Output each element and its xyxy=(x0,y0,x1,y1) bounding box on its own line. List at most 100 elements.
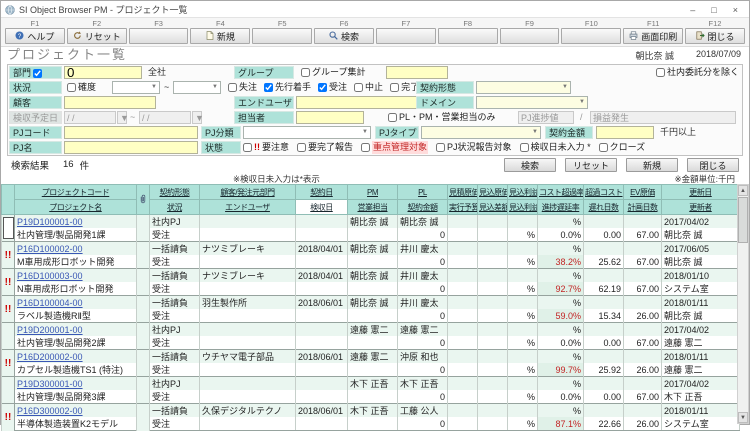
domain-select[interactable]: ▼ xyxy=(476,96,588,109)
col-header-exec-budget[interactable]: 実行予算 xyxy=(447,199,478,215)
project-code-link[interactable]: P16D100002-00 xyxy=(17,243,83,254)
dept-input[interactable] xyxy=(64,66,142,79)
project-code-link[interactable]: P16D100003-00 xyxy=(17,270,83,281)
col-header-updater[interactable]: 更新者 xyxy=(661,199,740,215)
col-header-expected-cost[interactable]: 見込原価 xyxy=(477,184,508,200)
close-icon[interactable]: × xyxy=(732,4,738,15)
reset-button[interactable]: リセット xyxy=(565,157,617,172)
row-selector[interactable] xyxy=(1,376,15,404)
enduser-input[interactable] xyxy=(296,96,418,109)
fkey-button-f1[interactable]: ? ヘルプ xyxy=(5,28,65,44)
project-code-link[interactable]: P16D300002-00 xyxy=(17,405,83,416)
col-header-cost-over-rate[interactable]: コスト超過率 xyxy=(537,184,584,200)
status-checkbox-4[interactable] xyxy=(390,83,400,92)
certainty-checkbox[interactable] xyxy=(67,83,76,92)
fkey-button-f3[interactable] xyxy=(128,28,189,44)
state-checkbox-4[interactable] xyxy=(519,143,529,152)
cell-chien_rate: 99.7% xyxy=(537,363,584,377)
scroll-up-icon[interactable]: ▲ xyxy=(738,185,748,196)
col-header-progress-delay-rate[interactable]: 進捗遅延率 xyxy=(537,199,584,215)
pj-code-input[interactable] xyxy=(64,126,198,139)
status-checkbox-0[interactable] xyxy=(228,83,237,92)
fkey-button-f8[interactable] xyxy=(437,28,498,44)
search-button[interactable]: 検索 xyxy=(504,157,556,172)
project-code-link[interactable]: P19D200001-00 xyxy=(17,324,83,335)
cell-exp xyxy=(477,403,508,417)
col-header-expected-diff[interactable]: 見込差額 xyxy=(477,199,508,215)
row-selector[interactable]: !! xyxy=(1,295,15,323)
scrollbar-thumb[interactable] xyxy=(738,197,748,243)
exclude-internal-checkbox[interactable] xyxy=(656,68,665,77)
certainty-from-select[interactable]: ▼ xyxy=(112,81,160,94)
col-header-delay-days[interactable]: 遅れ日数 xyxy=(583,199,624,215)
pj-name-input[interactable] xyxy=(64,141,198,154)
scroll-down-icon[interactable]: ▼ xyxy=(738,412,748,423)
row-selector[interactable]: !! xyxy=(1,349,15,377)
row-selector[interactable]: !! xyxy=(1,268,15,296)
vertical-scrollbar[interactable]: ▲ ▼ xyxy=(737,184,749,424)
project-code-link[interactable]: P19D300001-00 xyxy=(17,378,83,389)
fkey-button-f12[interactable]: 閉じる xyxy=(685,28,745,44)
project-code-link[interactable]: P16D200002-00 xyxy=(17,351,83,362)
state-checkbox-5[interactable] xyxy=(598,143,608,152)
dept-checkbox[interactable] xyxy=(33,69,43,78)
col-header-estimate-cost[interactable]: 見積原価 xyxy=(447,184,478,200)
chevron-down-icon: ▼ xyxy=(562,84,568,90)
group-sum-checkbox[interactable] xyxy=(301,68,310,77)
col-header-project-code[interactable]: プロジェクトコード xyxy=(14,184,137,200)
fkey-button-f2[interactable]: リセット xyxy=(66,28,127,44)
status-checkbox-1[interactable] xyxy=(264,83,274,92)
state-option: !! 要注意 xyxy=(243,141,289,154)
maximize-icon[interactable]: □ xyxy=(711,4,717,15)
col-header-customer[interactable]: 顧客/発注元部門 xyxy=(199,184,296,200)
pj-type-select[interactable]: ▼ xyxy=(421,126,541,139)
certainty-to-select[interactable]: ▼ xyxy=(173,81,221,94)
pj-category-select[interactable]: ▼ xyxy=(243,126,371,139)
status-checkbox-3[interactable] xyxy=(354,83,364,92)
state-checkbox-1[interactable] xyxy=(297,143,307,152)
col-header-acceptance-date[interactable]: 検収日 xyxy=(295,199,348,215)
person-input[interactable] xyxy=(296,111,364,124)
col-header-contract-type[interactable]: 契約形態 xyxy=(149,184,200,200)
fkey-button-f7[interactable] xyxy=(375,28,436,44)
col-header-project-name[interactable]: プロジェクト名 xyxy=(14,199,137,215)
col-header-status[interactable]: 状況 xyxy=(149,199,200,215)
col-header-ev-cost[interactable]: EV原価 xyxy=(623,184,662,200)
row-selector[interactable] xyxy=(1,214,15,242)
project-code-link[interactable]: P19D100001-00 xyxy=(17,216,83,227)
col-header-pm[interactable]: PM xyxy=(347,184,398,200)
row-selector[interactable]: !! xyxy=(1,241,15,269)
plpm-only-checkbox[interactable] xyxy=(388,113,397,122)
close-button[interactable]: 閉じる xyxy=(687,157,739,172)
group-input[interactable] xyxy=(386,66,448,79)
minimize-icon[interactable]: – xyxy=(690,4,696,15)
contract-amount-input[interactable] xyxy=(596,126,654,139)
state-checkbox-3[interactable] xyxy=(436,143,446,152)
col-header-plan-days[interactable]: 計画日数 xyxy=(623,199,662,215)
col-header-update-date[interactable]: 更新日 xyxy=(661,184,740,200)
project-code-link[interactable]: P16D100004-00 xyxy=(17,297,83,308)
contract-type-select[interactable]: ▼ xyxy=(476,81,571,94)
fkey-button-f11[interactable]: 画面印刷 xyxy=(623,28,684,44)
customer-input[interactable] xyxy=(64,96,156,109)
col-header-contract-date[interactable]: 契約日 xyxy=(295,184,348,200)
col-header-enduser[interactable]: エンドユーザ xyxy=(199,199,296,215)
col-header-contract-amount[interactable]: 契約金額 xyxy=(397,199,448,215)
col-header-expected-profit-rate[interactable]: 見込利益率 xyxy=(507,199,538,215)
pj-name-label: PJ名 xyxy=(9,141,62,154)
col-header-sales-person[interactable]: 営業担当 xyxy=(347,199,398,215)
fkey-button-f5[interactable] xyxy=(252,28,313,44)
fkey-button-f9[interactable] xyxy=(499,28,560,44)
status-checkbox-2[interactable] xyxy=(318,83,328,92)
col-header-over-cost[interactable]: 超過コスト xyxy=(583,184,624,200)
row-selector[interactable]: !! xyxy=(1,403,15,431)
fkey-button-f10[interactable] xyxy=(561,28,622,44)
new-button[interactable]: 新規 xyxy=(626,157,678,172)
col-header-expected-profit[interactable]: 見込利益 xyxy=(507,184,538,200)
fkey-button-f4[interactable]: 新規 xyxy=(190,28,251,44)
col-header-pl[interactable]: PL xyxy=(397,184,448,200)
state-checkbox-2[interactable] xyxy=(361,143,371,152)
state-checkbox-0[interactable] xyxy=(243,143,252,152)
row-selector[interactable] xyxy=(1,322,15,350)
fkey-button-f6[interactable]: 検索 xyxy=(314,28,374,44)
